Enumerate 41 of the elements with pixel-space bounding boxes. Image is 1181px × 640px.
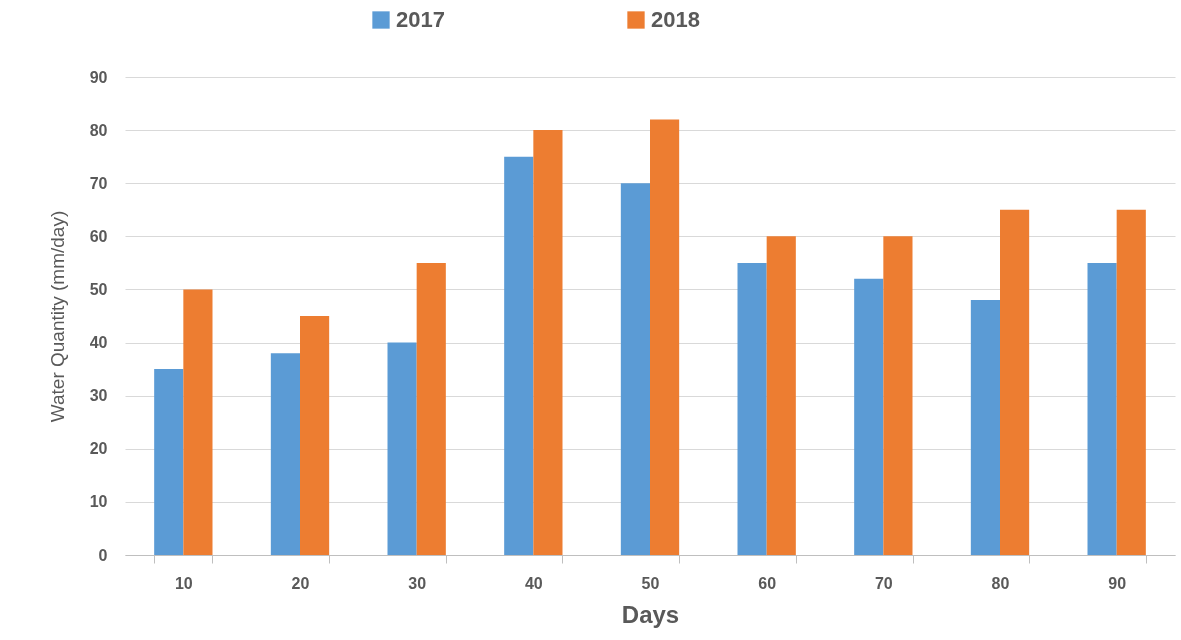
bar — [183, 289, 213, 555]
x-tick-label: 30 — [408, 574, 427, 592]
bar — [270, 353, 300, 555]
x-tick-label: 60 — [758, 574, 777, 592]
legend-label: 2017 — [396, 7, 445, 32]
bar — [1000, 209, 1030, 555]
y-tick-label: 50 — [89, 280, 108, 298]
bar — [766, 236, 796, 555]
y-tick-label: 40 — [89, 334, 108, 352]
bar — [154, 369, 184, 555]
x-tick-label: 90 — [1108, 574, 1127, 592]
y-tick-label: 90 — [89, 68, 108, 86]
legend-label: 2018 — [651, 7, 700, 32]
x-tick-label: 70 — [874, 574, 893, 592]
y-tick-label: 30 — [89, 387, 108, 405]
bar — [387, 342, 417, 555]
bar — [533, 130, 563, 555]
y-tick-label: 0 — [98, 546, 108, 564]
y-axis-title: Water Quantity (mm/day) — [46, 210, 68, 423]
x-tick-label: 80 — [991, 574, 1010, 592]
bar — [300, 316, 330, 555]
bar — [620, 183, 650, 555]
y-tick-label: 10 — [89, 493, 108, 511]
bar — [416, 262, 446, 555]
y-tick-label: 70 — [89, 174, 108, 192]
x-tick-label: 20 — [291, 574, 310, 592]
x-axis-title: Days — [621, 600, 680, 628]
bar — [504, 156, 534, 555]
bar — [854, 278, 884, 555]
bar — [650, 119, 680, 555]
bar — [737, 262, 767, 555]
y-tick-label: 60 — [89, 227, 108, 245]
y-tick-label: 20 — [89, 440, 108, 458]
bar — [1116, 209, 1146, 555]
bar — [970, 300, 1000, 555]
bar — [883, 236, 913, 555]
bar — [1087, 262, 1117, 555]
y-tick-label: 80 — [89, 121, 108, 139]
x-tick-label: 50 — [641, 574, 660, 592]
x-tick-label: 40 — [524, 574, 543, 592]
x-tick-label: 10 — [174, 574, 193, 592]
